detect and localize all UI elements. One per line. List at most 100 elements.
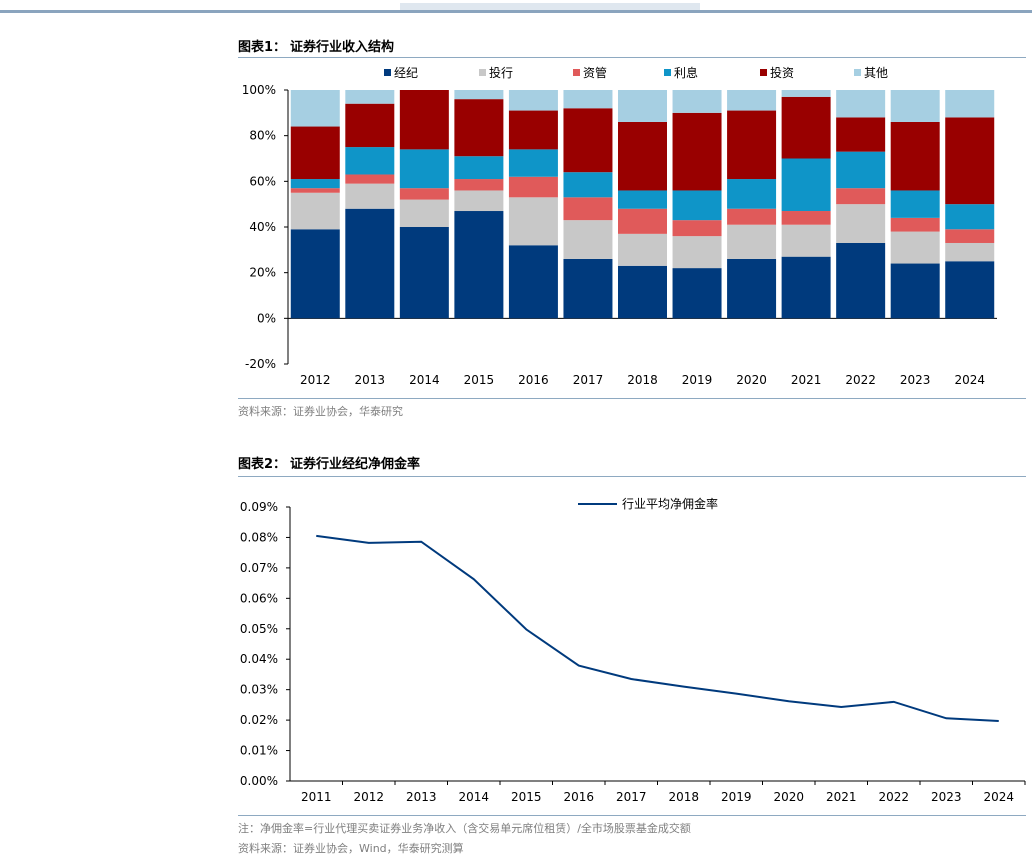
bar-segment (945, 261, 995, 319)
bar-segment (399, 188, 449, 200)
bar-segment (454, 90, 504, 100)
bar-segment (727, 110, 777, 180)
bar-segment (290, 179, 340, 189)
legend-swatch (573, 69, 580, 76)
x-tick-label: 2016 (563, 790, 594, 804)
x-tick-label: 2014 (458, 790, 489, 804)
bar-segment (836, 117, 886, 152)
figure2-label: 图表2： (238, 457, 287, 472)
y-tick-label: 0.03% (240, 683, 278, 697)
bar-segment (836, 90, 886, 118)
bar-segment (563, 108, 613, 173)
x-tick-label: 2012 (300, 373, 331, 387)
bar-segment (672, 112, 722, 191)
bar-segment (727, 208, 777, 225)
y-tick-label: 100% (242, 83, 276, 97)
x-tick-label: 2018 (668, 790, 699, 804)
bar-segment (290, 229, 340, 319)
bar-segment (781, 224, 831, 257)
figure1-stacked-bar-chart: -20% 0% 20% 40% 60% 80% 100% 2012 2013 2014 2015 20… (242, 65, 997, 387)
x-tick-label: 2012 (353, 790, 384, 804)
bar-segment (836, 204, 886, 243)
bar-segment (508, 197, 558, 246)
bar-segment (399, 199, 449, 227)
figure1-top-rule (238, 57, 1026, 58)
x-tick-label: 2019 (682, 373, 713, 387)
x-tick-label: 2023 (900, 373, 931, 387)
bar-segment (618, 265, 667, 319)
x-tick-label: 2014 (409, 373, 440, 387)
bar-segment (836, 151, 886, 189)
x-tick-label: 2013 (406, 790, 437, 804)
figure1-title-text: 证券行业收入结构 (290, 40, 395, 55)
x-tick-label: 2011 (301, 790, 332, 804)
bar-segment (836, 188, 886, 205)
y-tick-label: 0.01% (240, 744, 278, 758)
bar-segment (945, 242, 995, 262)
bar-segment (945, 117, 995, 205)
bar-segment (618, 121, 667, 191)
x-tick-label: 2019 (721, 790, 752, 804)
bar-segment (399, 90, 449, 150)
bar-segment (508, 110, 558, 150)
bar-segment (618, 190, 667, 209)
bar-segment (890, 121, 940, 191)
bar-segment (672, 236, 722, 269)
legend-swatch (760, 69, 767, 76)
bar-segment (618, 208, 667, 234)
y-tick-label: 0.08% (240, 530, 278, 544)
x-tick-label: 2020 (736, 373, 767, 387)
y-tick-label: 60% (249, 174, 276, 188)
x-tick-label: 2021 (826, 790, 857, 804)
bar-segment (454, 211, 504, 319)
bar-segment (945, 90, 995, 118)
bar-segment (672, 90, 722, 113)
bar-segment (290, 90, 340, 127)
x-tick-label: 2023 (931, 790, 962, 804)
legend-swatch (384, 69, 391, 76)
figure2-line-chart: 0.00% 0.01% 0.02% 0.03% 0.04% 0.05% 0.06% 0.07%… (240, 496, 1026, 804)
figure1-label: 图表1： (238, 40, 287, 55)
series-line (316, 534, 999, 723)
header-decoration-graphic (0, 3, 1032, 13)
bar-segment (290, 192, 340, 230)
figure1-title: 图表1： 证券行业收入结构 (238, 36, 398, 55)
y-tick-label: 0.02% (240, 713, 278, 727)
bar-segment (781, 96, 831, 159)
bar-segment (618, 233, 667, 266)
legend-label: 投行 (489, 65, 513, 80)
figure2-title: 图表2： 证券行业经纪净佣金率 (238, 453, 424, 472)
y-tick-label: 0.00% (240, 774, 278, 788)
y-tick-label: -20% (245, 357, 276, 371)
bar-segment (672, 190, 722, 221)
bar-segment (727, 90, 777, 111)
bar-segment (345, 174, 395, 184)
bar-segment (563, 220, 613, 259)
bar-segment (454, 190, 504, 212)
bar-segment (836, 242, 886, 319)
bar-segment (508, 176, 558, 198)
bar-segment (672, 220, 722, 237)
bar-segment (781, 256, 831, 319)
figure1-source: 资料来源：证券业协会，华泰研究 (238, 405, 403, 418)
y-tick-label: 0.06% (240, 591, 278, 605)
bar-segment (563, 258, 613, 319)
legend-label: 投资 (770, 65, 794, 80)
x-tick-label: 2016 (518, 373, 549, 387)
x-tick-label: 2022 (878, 790, 909, 804)
bar-segment (890, 217, 940, 232)
figure2-top-rule (238, 476, 1026, 477)
x-tick-label: 2024 (983, 790, 1014, 804)
bar-segment (890, 263, 940, 319)
bar-segment (563, 172, 613, 198)
bar-segment (890, 90, 940, 122)
bar-segment (945, 229, 995, 243)
header-decoration-band (0, 0, 1032, 13)
figure2-note: 注：净佣金率=行业代理买卖证券业务净收入（含交易单元席位租赁）/全市场股票基金成… (238, 822, 691, 835)
bar-segment (890, 190, 940, 218)
y-tick-label: 0.05% (240, 622, 278, 636)
x-tick-label: 2024 (954, 373, 985, 387)
figure2-bottom-rule (238, 815, 1026, 816)
x-tick-label: 2015 (464, 373, 495, 387)
bar-segment (781, 211, 831, 225)
